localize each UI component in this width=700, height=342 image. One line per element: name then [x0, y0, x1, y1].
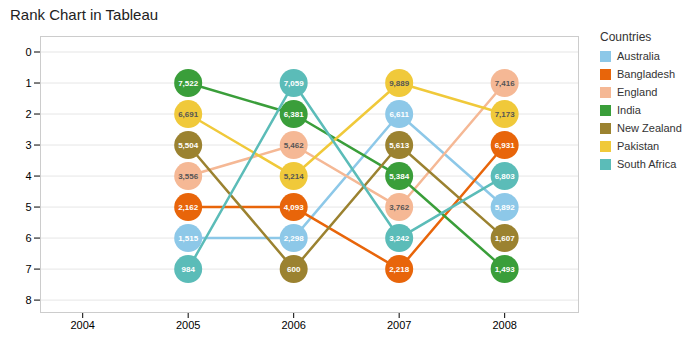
svg-text:7,059: 7,059: [284, 79, 305, 88]
svg-text:2,218: 2,218: [389, 265, 410, 274]
svg-text:3: 3: [25, 139, 31, 151]
svg-text:2,162: 2,162: [178, 203, 199, 212]
svg-text:9,889: 9,889: [389, 79, 410, 88]
svg-text:2007: 2007: [387, 319, 411, 331]
svg-text:1,515: 1,515: [178, 234, 199, 243]
svg-text:2004: 2004: [70, 319, 94, 331]
html-text:England: England: [617, 86, 658, 98]
svg-text:6,611: 6,611: [389, 110, 409, 119]
svg-text:8: 8: [25, 294, 31, 306]
svg-text:5,462: 5,462: [284, 141, 305, 150]
svg-text:3,242: 3,242: [389, 234, 410, 243]
svg-text:6: 6: [25, 232, 31, 244]
html-text:Countries: Countries: [600, 30, 652, 44]
svg-text:6,691: 6,691: [178, 110, 199, 119]
svg-text:2005: 2005: [176, 319, 200, 331]
svg-text:6,381: 6,381: [284, 110, 305, 119]
svg-text:2,298: 2,298: [284, 234, 305, 243]
svg-text:4,093: 4,093: [284, 203, 305, 212]
svg-text:600: 600: [287, 265, 301, 274]
svg-text:3,762: 3,762: [389, 203, 410, 212]
svg-text:5: 5: [25, 201, 31, 213]
html-text:New Zealand: New Zealand: [617, 122, 682, 134]
svg-text:7,522: 7,522: [178, 79, 199, 88]
svg-text:1: 1: [25, 77, 31, 89]
html-text:Pakistan: Pakistan: [617, 140, 660, 152]
html-text:India: India: [617, 104, 641, 116]
svg-text:5,892: 5,892: [495, 203, 516, 212]
svg-text:2: 2: [25, 108, 31, 120]
svg-text:5,384: 5,384: [389, 172, 410, 181]
svg-text:5,214: 5,214: [284, 172, 305, 181]
svg-text:3,556: 3,556: [178, 172, 199, 181]
svg-text:7: 7: [25, 263, 31, 275]
svg-text:7,173: 7,173: [495, 110, 516, 119]
svg-text:7,416: 7,416: [495, 79, 516, 88]
html-text:Rank Chart in Tableau: Rank Chart in Tableau: [10, 6, 159, 23]
svg-text:5,613: 5,613: [389, 141, 410, 150]
svg-text:2006: 2006: [281, 319, 305, 331]
svg-text:6,803: 6,803: [495, 172, 516, 181]
html-text:Bangladesh: Bangladesh: [617, 68, 676, 80]
html-text:South Africa: South Africa: [617, 158, 677, 170]
svg-text:0: 0: [25, 46, 31, 58]
html-text:Australia: Australia: [617, 50, 660, 62]
svg-text:2008: 2008: [492, 319, 516, 331]
svg-text:1,607: 1,607: [495, 234, 516, 243]
svg-text:5,504: 5,504: [178, 141, 199, 150]
svg-text:984: 984: [182, 265, 196, 274]
svg-text:6,931: 6,931: [495, 141, 516, 150]
svg-text:1,493: 1,493: [495, 265, 516, 274]
svg-text:4: 4: [25, 170, 31, 182]
